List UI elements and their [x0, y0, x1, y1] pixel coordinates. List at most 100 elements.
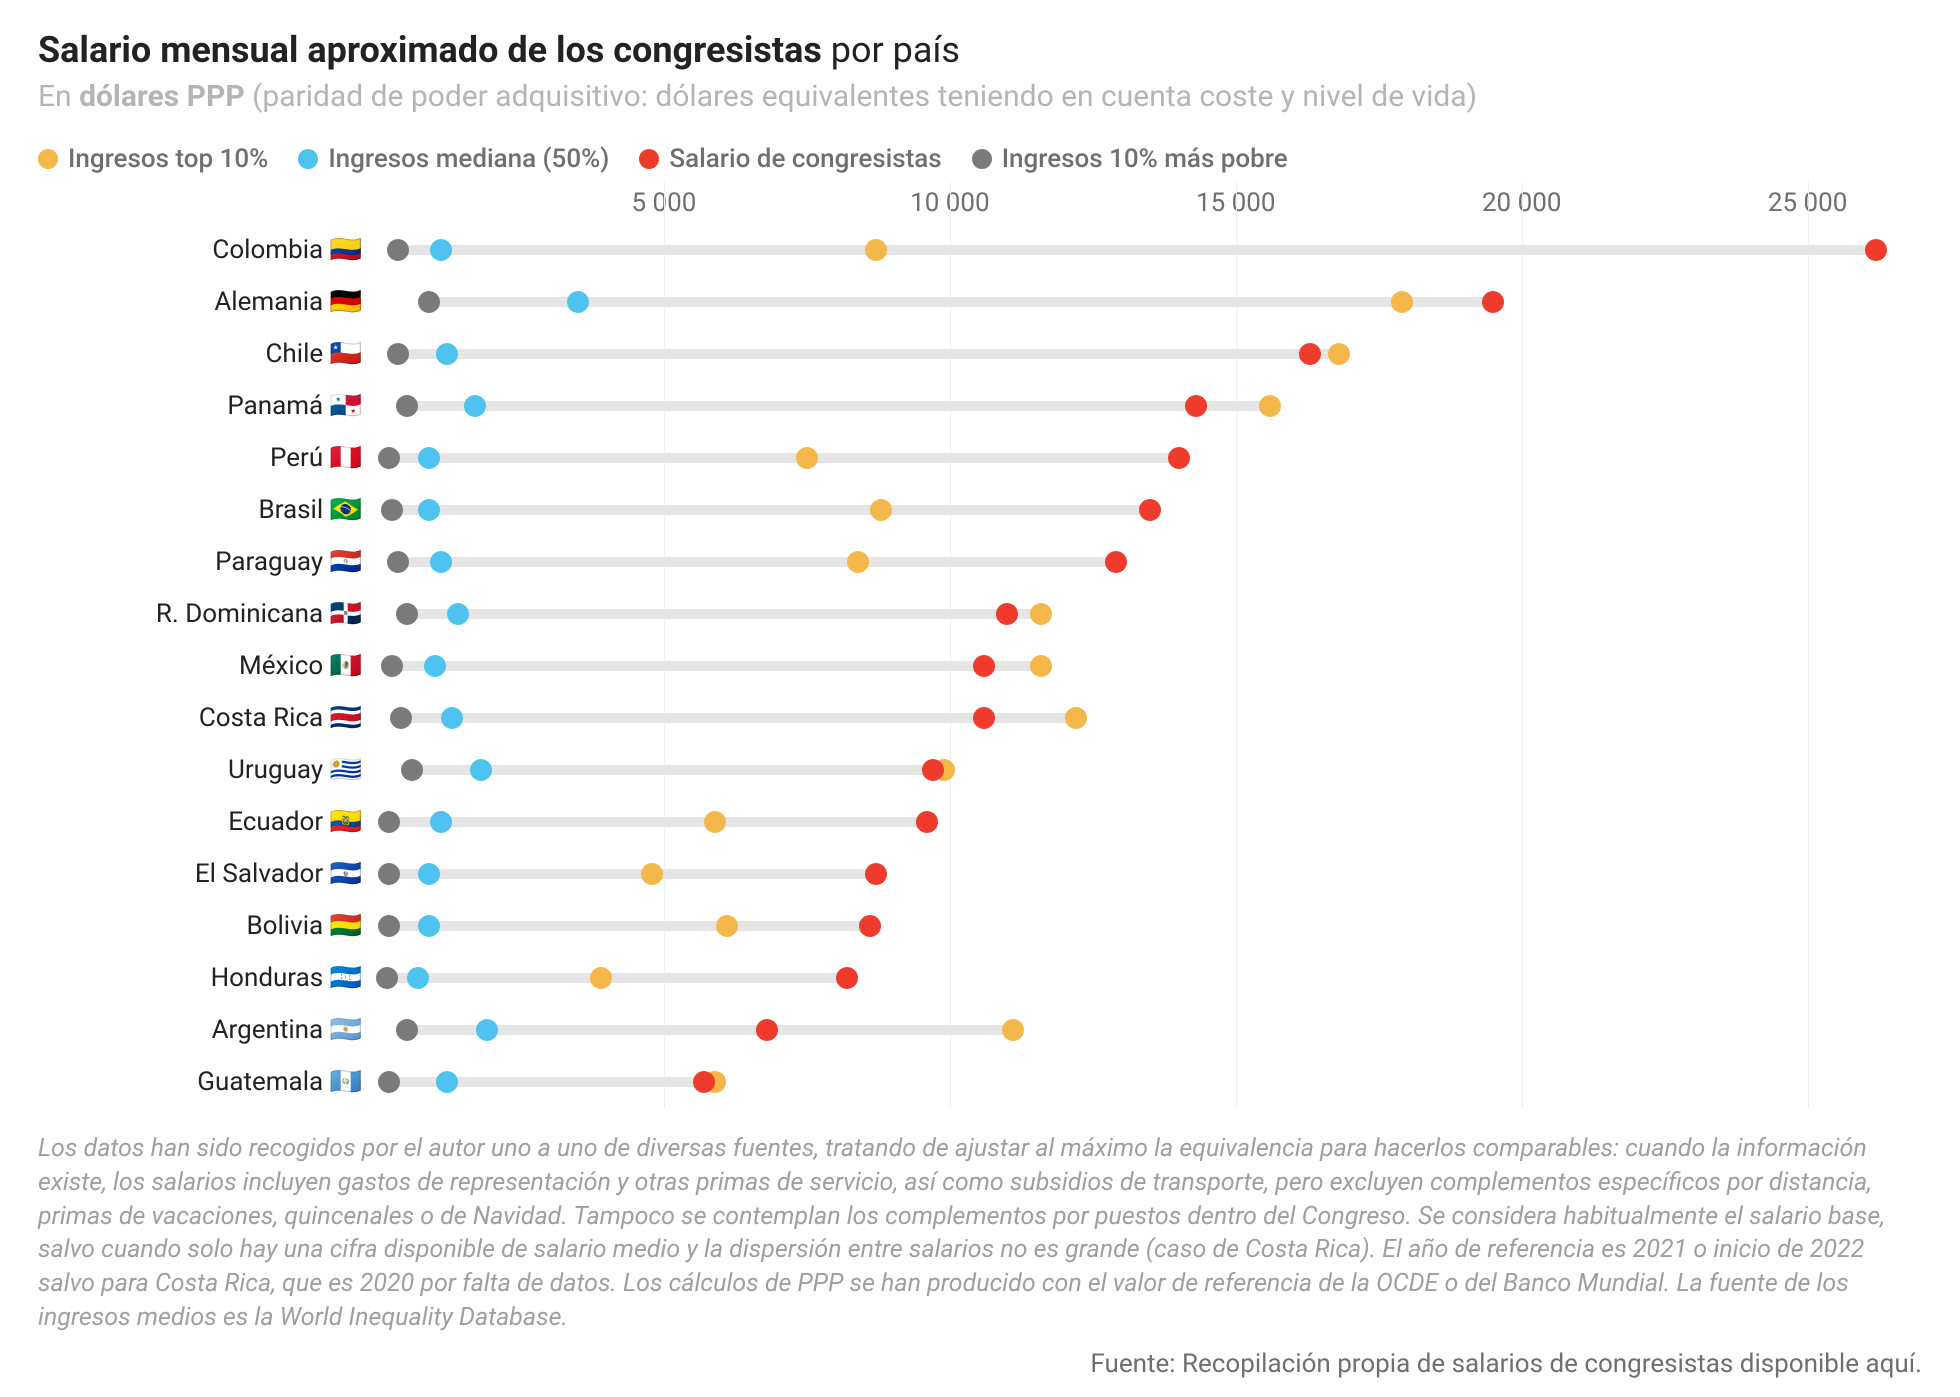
dot-top10 [847, 551, 869, 573]
dot-median [470, 759, 492, 781]
row-label: México 🇲🇽 [38, 651, 378, 681]
title-light: por país [822, 29, 960, 71]
dot-top10 [1030, 603, 1052, 625]
chart-row: Chile 🇨🇱 [38, 328, 1922, 380]
dot-median [436, 343, 458, 365]
dot-bottom10 [381, 655, 403, 677]
row-plot [378, 432, 1922, 484]
dot-congress [693, 1071, 715, 1093]
dot-congress [1482, 291, 1504, 313]
chart-row: Panamá 🇵🇦 [38, 380, 1922, 432]
dot-bottom10 [396, 1019, 418, 1041]
dot-top10 [1328, 343, 1350, 365]
row-plot [378, 276, 1922, 328]
chart-row: Argentina 🇦🇷 [38, 1004, 1922, 1056]
dot-median [430, 811, 452, 833]
row-track [407, 609, 1042, 619]
dot-median [447, 603, 469, 625]
row-track [412, 765, 944, 775]
row-track [398, 349, 1339, 359]
dot-bottom10 [378, 447, 400, 469]
congress-icon [639, 149, 659, 169]
dot-top10 [865, 239, 887, 261]
row-track [389, 921, 869, 931]
dot-median [407, 967, 429, 989]
dot-congress [865, 863, 887, 885]
chart-row: Uruguay 🇺🇾 [38, 744, 1922, 796]
row-label: Perú 🇵🇪 [38, 443, 378, 473]
dot-bottom10 [387, 239, 409, 261]
footnote: Los datos han sido recogidos por el auto… [38, 1132, 1918, 1335]
row-track [389, 869, 875, 879]
chart-row: Brasil 🇧🇷 [38, 484, 1922, 536]
row-track [389, 817, 927, 827]
chart-row: Bolivia 🇧🇴 [38, 900, 1922, 952]
row-track [398, 557, 1116, 567]
dot-top10 [590, 967, 612, 989]
row-label: Colombia 🇨🇴 [38, 235, 378, 265]
row-label: Chile 🇨🇱 [38, 339, 378, 369]
row-label: El Salvador 🇸🇻 [38, 859, 378, 889]
dot-congress [859, 915, 881, 937]
row-plot [378, 484, 1922, 536]
dot-top10 [1065, 707, 1087, 729]
chart-frame: 5 00010 00015 00020 00025 000 Colombia 🇨… [38, 182, 1922, 1108]
row-label: Guatemala 🇬🇹 [38, 1067, 378, 1097]
row-plot [378, 224, 1922, 276]
chart-row: Alemania 🇩🇪 [38, 276, 1922, 328]
dot-bottom10 [396, 395, 418, 417]
dot-congress [922, 759, 944, 781]
chart-row: Perú 🇵🇪 [38, 432, 1922, 484]
dot-congress [1299, 343, 1321, 365]
row-plot [378, 744, 1922, 796]
row-track [407, 401, 1270, 411]
row-label: Argentina 🇦🇷 [38, 1015, 378, 1045]
chart-row: El Salvador 🇸🇻 [38, 848, 1922, 900]
dot-top10 [704, 811, 726, 833]
median-icon [298, 149, 318, 169]
dot-top10 [716, 915, 738, 937]
row-track [392, 661, 1041, 671]
dot-median [464, 395, 486, 417]
title-bold: Salario mensual aproximado de los congre… [38, 29, 822, 71]
row-label: Uruguay 🇺🇾 [38, 755, 378, 785]
axis-labels: 5 00010 00015 00020 00025 000 [378, 182, 1922, 224]
dot-bottom10 [390, 707, 412, 729]
row-plot [378, 1056, 1922, 1108]
chart-row: R. Dominicana 🇩🇴 [38, 588, 1922, 640]
chart-row: Guatemala 🇬🇹 [38, 1056, 1922, 1108]
chart-row: Honduras 🇭🇳 [38, 952, 1922, 1004]
dot-top10 [1030, 655, 1052, 677]
legend-label: Salario de congresistas [669, 144, 941, 174]
dot-bottom10 [378, 863, 400, 885]
dot-congress [756, 1019, 778, 1041]
dot-bottom10 [378, 915, 400, 937]
top10-icon [38, 149, 58, 169]
dot-bottom10 [401, 759, 423, 781]
legend-congress: Salario de congresistas [639, 144, 941, 174]
dot-top10 [1002, 1019, 1024, 1041]
chart-rows: Colombia 🇨🇴 Alemania 🇩🇪 Chile 🇨🇱 Panamá 🇵🇦 P… [38, 224, 1922, 1108]
row-label: Paraguay 🇵🇾 [38, 547, 378, 577]
row-plot [378, 692, 1922, 744]
dot-congress [973, 707, 995, 729]
dot-median [567, 291, 589, 313]
page-subtitle: En dólares PPP (paridad de poder adquisi… [38, 77, 1922, 116]
source-line: Fuente: Recopilación propia de salarios … [38, 1349, 1922, 1379]
row-plot [378, 380, 1922, 432]
legend-label: Ingresos top 10% [68, 144, 268, 174]
row-label: Brasil 🇧🇷 [38, 495, 378, 525]
dot-median [418, 863, 440, 885]
legend-label: Ingresos mediana (50%) [328, 144, 609, 174]
dot-bottom10 [378, 811, 400, 833]
legend: Ingresos top 10% Ingresos mediana (50%) Sa… [38, 144, 1922, 174]
dot-congress [1139, 499, 1161, 521]
chart-row: Ecuador 🇪🇨 [38, 796, 1922, 848]
row-plot [378, 796, 1922, 848]
dot-congress [1865, 239, 1887, 261]
page-title: Salario mensual aproximado de los congre… [38, 28, 1922, 73]
dot-top10 [1259, 395, 1281, 417]
dot-bottom10 [418, 291, 440, 313]
row-plot [378, 640, 1922, 692]
dot-top10 [1391, 291, 1413, 313]
